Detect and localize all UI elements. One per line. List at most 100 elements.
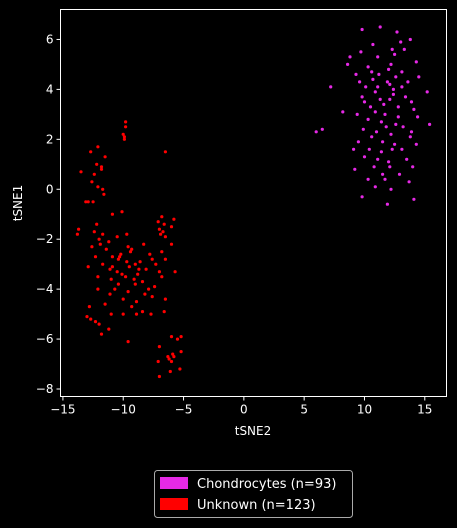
unknown-point <box>110 212 114 216</box>
unknown-point <box>173 270 177 274</box>
unknown-point <box>124 120 128 124</box>
unknown-point <box>160 275 164 279</box>
unknown-point <box>109 312 113 316</box>
chondrocyte-point <box>366 117 370 121</box>
unknown-point <box>86 265 90 269</box>
unknown-point <box>107 327 111 331</box>
unknown-point <box>126 245 130 249</box>
unknown-point <box>92 230 96 234</box>
unknown-point <box>157 270 161 274</box>
x-tick-label: 0 <box>240 403 248 417</box>
unknown-point <box>143 292 147 296</box>
y-tick-label: −6 <box>36 332 54 346</box>
unknown-point <box>167 357 171 361</box>
unknown-point <box>87 305 91 309</box>
unknown-point <box>163 235 167 239</box>
unknown-point <box>140 280 145 284</box>
chondrocyte-point <box>389 132 393 136</box>
legend-label-unknown: Unknown (n=123) <box>197 498 316 513</box>
legend-label-chondrocytes: Chondrocytes (n=93) <box>197 477 336 492</box>
chondrocyte-point <box>387 160 391 164</box>
chondrocyte-point <box>371 42 375 47</box>
unknown-point <box>162 310 166 314</box>
chondrocyte-point <box>373 90 377 94</box>
chondrocyte-point <box>395 30 399 34</box>
unknown-point <box>86 200 90 204</box>
unknown-point <box>96 145 100 149</box>
unknown-point <box>115 235 119 239</box>
chondrocyte-point <box>376 55 380 59</box>
chondrocyte-point <box>394 75 398 79</box>
unknown-point <box>89 150 93 154</box>
unknown-point <box>92 172 96 176</box>
chondrocyte-point <box>396 115 400 119</box>
chondrocyte-point <box>346 62 350 66</box>
plot-frame <box>60 9 447 397</box>
y-tick-label: −4 <box>36 282 54 296</box>
chondrocyte-point <box>387 67 391 71</box>
unknown-point <box>95 162 99 166</box>
chondrocyte-point <box>370 135 374 139</box>
unknown-point <box>89 317 93 321</box>
unknown-point <box>157 227 161 231</box>
unknown-point <box>142 242 146 246</box>
unknown-point <box>93 255 98 259</box>
unknown-point <box>154 262 158 266</box>
chondrocyte-point <box>408 37 412 42</box>
chondrocyte-point <box>360 95 364 99</box>
unknown-point <box>157 345 161 349</box>
chondrocyte-point <box>412 197 416 201</box>
unknown-point <box>172 355 176 359</box>
unknown-point <box>121 297 125 301</box>
chondrocyte-point <box>409 130 414 134</box>
legend-swatch-unknown <box>160 498 188 510</box>
unknown-point <box>162 222 166 226</box>
unknown-point <box>130 305 134 309</box>
chondrocyte-point <box>417 75 421 79</box>
unknown-point <box>118 255 122 259</box>
chondrocyte-point <box>376 157 380 161</box>
chondrocyte-point <box>402 47 406 52</box>
unknown-point <box>133 262 137 266</box>
chondrocyte-point <box>412 107 416 111</box>
chondrocyte-point <box>352 147 356 151</box>
chondrocyte-point <box>408 135 412 139</box>
unknown-point <box>127 265 131 269</box>
unknown-point <box>97 322 101 326</box>
legend-swatch-chondrocytes <box>160 477 188 489</box>
unknown-point <box>109 277 113 281</box>
unknown-point <box>95 222 99 226</box>
unknown-point <box>169 359 174 364</box>
chondrocyte-point <box>368 105 373 109</box>
unknown-point <box>126 340 130 344</box>
unknown-point <box>85 315 89 319</box>
chondrocyte-point <box>400 85 404 89</box>
x-tick-label: −10 <box>111 403 136 417</box>
chondrocyte-point <box>425 90 429 94</box>
unknown-point <box>119 252 123 256</box>
unknown-point <box>122 137 126 141</box>
unknown-point <box>124 275 128 279</box>
chondrocyte-point <box>353 167 357 171</box>
chondrocyte-point <box>411 165 415 169</box>
unknown-point <box>99 165 104 169</box>
chondrocyte-point <box>362 100 367 104</box>
unknown-point <box>116 257 120 261</box>
chondrocyte-point <box>378 25 382 29</box>
chondrocyte-point <box>383 112 387 116</box>
chondrocyte-point <box>385 80 389 84</box>
chondrocyte-point <box>359 50 363 54</box>
unknown-point <box>126 290 130 294</box>
chondrocyte-point <box>399 40 403 44</box>
unknown-point <box>115 270 119 274</box>
chondrocyte-point <box>388 165 392 169</box>
unknown-point <box>157 374 161 379</box>
chondrocyte-point <box>366 65 370 69</box>
chondrocyte-point <box>360 195 364 199</box>
x-tick-label: 15 <box>417 403 432 417</box>
chondrocyte-point <box>379 120 383 124</box>
chondrocyte-point <box>390 147 394 151</box>
unknown-point <box>148 252 152 256</box>
